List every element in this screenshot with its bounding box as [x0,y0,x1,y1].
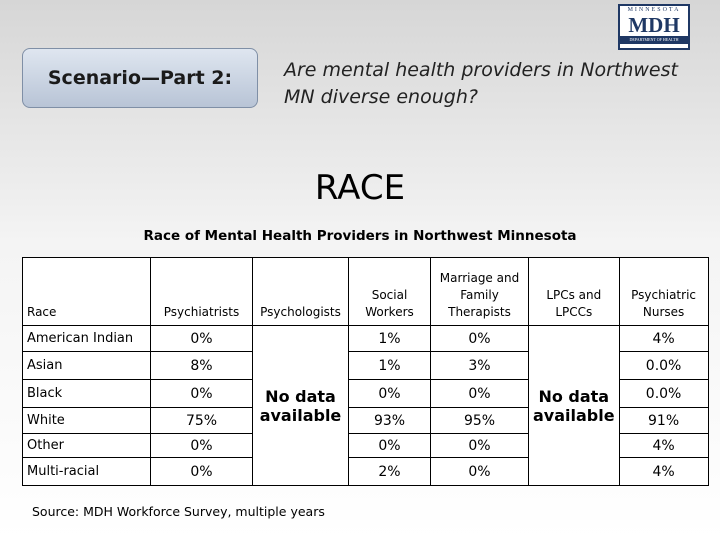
value-cell: 0% [430,457,529,486]
value-cell: 0% [150,457,253,486]
data-row: White 75% 93% 95% 91% [22,407,709,434]
data-row: Multi-racial 0% 2% 0% 4% [22,457,709,486]
value-cell: 93% [348,407,431,434]
value-cell: 8% [150,351,253,380]
header-cell: Psychologists [252,257,349,326]
heading: RACE [314,168,406,208]
value-cell: 91% [618,407,709,434]
race-cell: American Indian [22,325,151,352]
logo-abbr: MDH [628,13,680,37]
value-cell: 0% [430,433,529,458]
header-row: Race Psychiatrists Psychologists Social Wor… [22,257,709,326]
value-cell: 0.0% [618,379,709,408]
merged-cell: No data available [252,325,349,486]
logo-state: MINNESOTA [627,7,681,13]
table: Race Psychiatrists Psychologists Social Wor… [22,257,709,486]
data-row: American Indian 0% No data available 1% 0% No… [22,325,709,486]
merged-cell: No data available [528,325,620,486]
value-cell: 1% [348,325,431,352]
race-cell: Multi-racial [22,457,151,486]
logo: MINNESOTA MDH DEPARTMENT OF HEALTH [618,4,690,50]
value-cell: 0% [348,433,431,458]
header-cell: LPCs and LPCCs [528,257,620,326]
value-cell: 2% [348,457,431,486]
value-cell: 1% [348,351,431,380]
header-cell: Race [22,257,151,326]
question: Are mental health providers in Northwest… [284,59,678,108]
value-cell: 4% [618,457,709,486]
value-cell: 95% [430,407,529,434]
header-cell: Marriage and Family Therapists [430,257,529,326]
data-row: Black 0% 0% 0% 0.0% [22,379,709,408]
logo-department: DEPARTMENT OF HEALTH [620,36,688,44]
source: Source: MDH Workforce Survey, multiple y… [32,504,325,519]
race-cell: Other [22,433,151,458]
race-cell: Asian [22,351,151,380]
value-cell: 0% [150,433,253,458]
value-cell: 4% [618,433,709,458]
value-cell: 0% [348,379,431,408]
header-cell: Social Workers [348,257,431,326]
value-cell: 0% [430,379,529,408]
header-cell: Psychiatrists [150,257,253,326]
value-cell: 75% [150,407,253,434]
header-cell: Psychiatric Nurses [618,257,709,326]
value-cell: 0% [430,325,529,352]
value-cell: 3% [430,351,529,380]
table-title: Race of Mental Health Providers in North… [143,228,577,244]
data-row: Asian 8% 1% 3% 0.0% [22,351,709,380]
value-cell: 4% [618,325,709,352]
value-cell: 0% [150,379,253,408]
value-cell: 0% [150,325,253,352]
value-cell: 0.0% [618,351,709,380]
race-cell: White [22,407,151,434]
scenario-label: Scenario—Part 2: [22,48,258,108]
race-cell: Black [22,379,151,408]
